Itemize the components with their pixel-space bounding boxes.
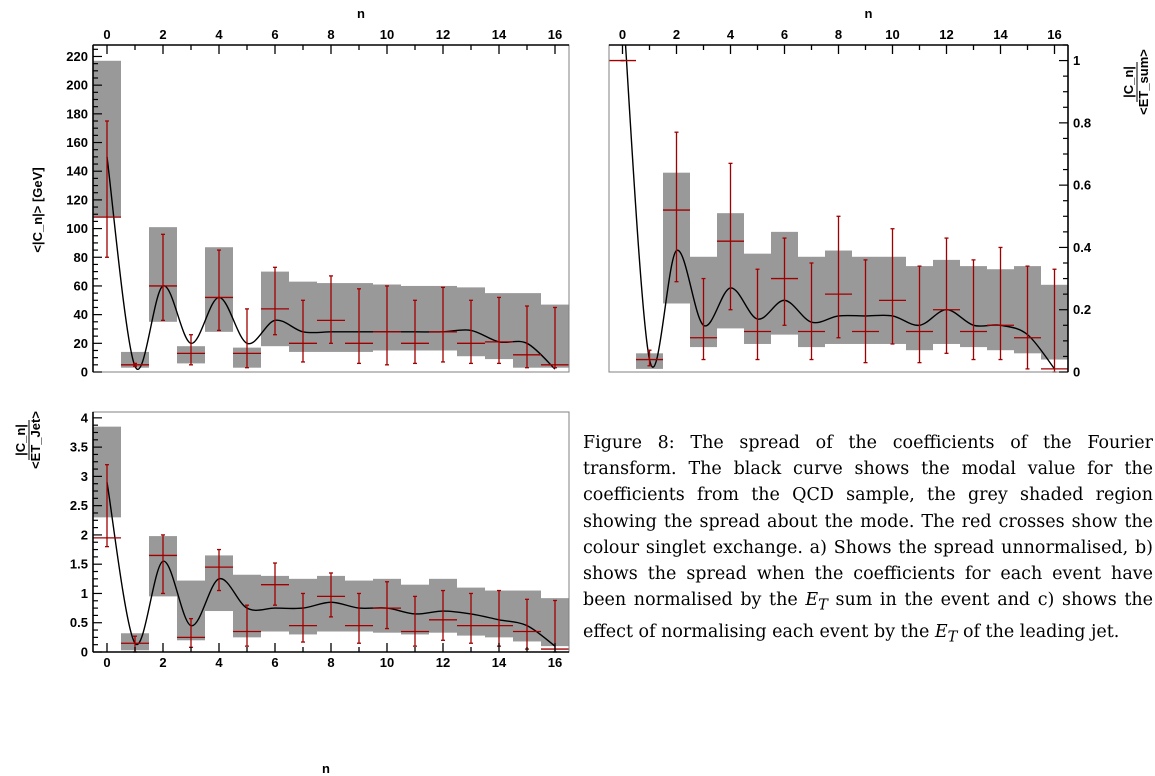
panel-a-x-axis-title: n — [357, 6, 365, 21]
panel-b-y-axis-title-denominator: <ET_sum> — [1136, 49, 1151, 115]
panel-c-y-axis-title-numerator: |C_n| — [13, 424, 28, 456]
panel-c-y-tick-label: 3 — [81, 469, 88, 484]
panel-a-y-tick-label: 0 — [81, 365, 88, 380]
panel-b-x-tick-label: 2 — [673, 27, 680, 42]
panel-b-y-tick-label: 1 — [1073, 53, 1080, 68]
panel-b-y-tick-label: 0.8 — [1073, 115, 1091, 130]
panel-b-x-tick-label: 14 — [993, 27, 1008, 42]
panel-c-y-tick-label: 2.5 — [70, 498, 88, 513]
panel-c-y-tick-label: 0.5 — [70, 615, 88, 630]
panel-b-y-tick-label: 0.6 — [1073, 178, 1091, 193]
figure-caption: Figure 8: The spread of the coefficients… — [583, 430, 1153, 651]
panel-a-y-tick-label: 140 — [66, 164, 88, 179]
panel-b-x-tick-label: 8 — [835, 27, 842, 42]
panel-b-x-tick-label: 16 — [1047, 27, 1061, 42]
panel-a-x-tick-label: 10 — [380, 27, 394, 42]
panel-a-y-tick-label: 20 — [74, 336, 88, 351]
caption-text-c: of the leading jet. — [957, 621, 1120, 642]
panel-c-x-tick-label: 16 — [548, 655, 562, 670]
panel-b-x-tick-label: 6 — [781, 27, 788, 42]
panel-c-y-tick-label: 4 — [81, 410, 89, 425]
panel-a-x-tick-label: 0 — [103, 27, 110, 42]
panel-a-y-tick-label: 60 — [74, 278, 88, 293]
panel-c-x-tick-label: 10 — [380, 655, 394, 670]
caption-text-a: The spread of the coefficients of the Fo… — [583, 433, 1153, 611]
panel-c-x-tick-label: 14 — [492, 655, 507, 670]
panel-a-x-tick-label: 16 — [548, 27, 562, 42]
panel-a-y-tick-label: 200 — [66, 78, 88, 93]
panel-c-x-tick-label: 2 — [159, 655, 166, 670]
caption-symbol-et-1: E — [805, 590, 819, 611]
panel-a-y-tick-label: 120 — [66, 192, 88, 207]
panel-c-y-tick-label: 1 — [81, 586, 88, 601]
panel-c-x-axis-title: n — [322, 761, 330, 776]
panel-a-x-tick-label: 14 — [492, 27, 507, 42]
panel-b-x-tick-label: 10 — [885, 27, 899, 42]
panel-a-y-tick-label: 160 — [66, 135, 88, 150]
panel-b-y-tick-label: 0.4 — [1073, 240, 1092, 255]
panel-c-y-axis-title-denominator: <ET_Jet> — [28, 411, 43, 469]
panel-b-y-axis-title-numerator: |C_n| — [1121, 66, 1136, 98]
panel-b-x-tick-label: 12 — [939, 27, 953, 42]
caption-subscript-t-1: T — [818, 596, 828, 614]
panel-b-x-axis-title: n — [865, 6, 873, 21]
panel-b-y-tick-label: 0.2 — [1073, 302, 1091, 317]
panel-a-y-tick-label: 80 — [74, 250, 88, 265]
caption-symbol-et-2: E — [934, 621, 948, 642]
panel-a-x-tick-label: 8 — [327, 27, 334, 42]
caption-text-b: sum in the event and c) shows the effect… — [583, 590, 1153, 642]
panel-a-x-tick-label: 12 — [436, 27, 450, 42]
panel-a-y-axis-title: <|C_n|> [GeV] — [30, 167, 45, 252]
panel-c-x-tick-label: 6 — [271, 655, 278, 670]
panel-c-x-tick-label: 0 — [103, 655, 110, 670]
panel-a-y-tick-label: 180 — [66, 106, 88, 121]
panel-c-x-tick-label: 4 — [215, 655, 223, 670]
panel-c-y-axis-title: |C_n| <ET_Jet> — [13, 411, 43, 469]
caption-subscript-t-2: T — [947, 628, 958, 646]
panel-c-y-tick-label: 2 — [81, 527, 88, 542]
panel-b-spread-etsum: 0 2 4 6 8 10 12 14 16 n 0 0.2 0.4 0.6 0.8 1 — [608, 6, 1092, 380]
panel-c-y-tick-label: 0 — [81, 645, 88, 660]
panel-a-x-tick-label: 4 — [215, 27, 223, 42]
panel-c-y-tick-label: 1.5 — [70, 557, 88, 572]
panel-b-x-tick-label: 0 — [619, 27, 626, 42]
panel-b-x-tick-label: 4 — [727, 27, 735, 42]
panel-b-y-tick-label: 0 — [1073, 365, 1080, 380]
panel-c-y-tick-label: 3.5 — [70, 440, 88, 455]
panel-a-y-tick-label: 100 — [66, 221, 88, 236]
panel-c-x-tick-label: 12 — [436, 655, 450, 670]
panel-a-y-tick-label: 40 — [74, 307, 88, 322]
panel-b-y-axis-title: |C_n| <ET_sum> — [1121, 49, 1151, 115]
panel-a-x-tick-label: 2 — [159, 27, 166, 42]
panel-a-spread-unnormalised: 0 2 4 6 8 10 12 14 16 n 0 20 40 60 80 100 120 140 160 180 20… — [66, 6, 570, 380]
panel-c-x-tick-label: 8 — [327, 655, 334, 670]
panel-a-x-tick-label: 6 — [271, 27, 278, 42]
caption-label: Figure 8: — [583, 433, 675, 453]
panel-a-y-tick-label: 220 — [66, 49, 88, 64]
panel-c-spread-etjet: 0 2 4 6 8 10 12 14 16 n 0 0.5 1 1.5 2 2.5 3 3.5 4 — [70, 410, 570, 776]
